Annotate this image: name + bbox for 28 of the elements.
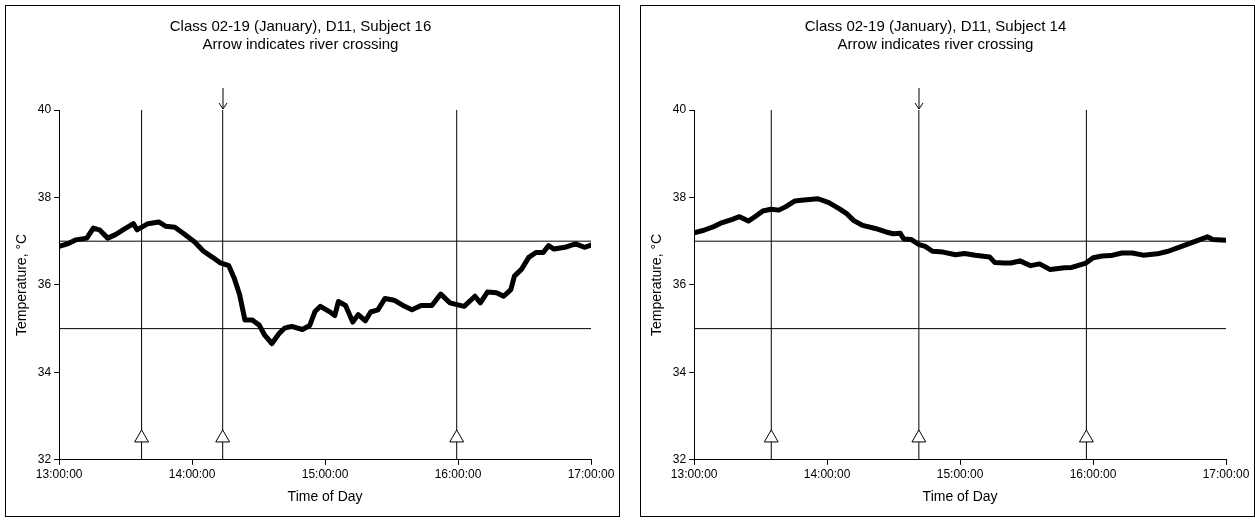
y-tick-label: 38 — [672, 189, 687, 204]
y-axis-title: Temperature, °C — [13, 233, 30, 336]
chart-subtitle: Arrow indicates river crossing — [837, 35, 1034, 53]
x-tick-label: 14:00:00 — [803, 467, 851, 482]
x-tick-label: 16:00:00 — [1069, 467, 1117, 482]
x-axis-title: Time of Day — [922, 488, 998, 505]
y-axis-title: Temperature, °C — [648, 233, 665, 336]
x-axis-title: Time of Day — [287, 488, 363, 505]
chart-title: Class 02-19 (January), D11, Subject 14 — [804, 17, 1067, 35]
y-tick-label: 32 — [672, 452, 687, 467]
x-tick-label: 17:00:00 — [567, 467, 615, 482]
y-tick-label: 36 — [37, 277, 52, 292]
x-tick-label: 15:00:00 — [936, 467, 984, 482]
chart-title: Class 02-19 (January), D11, Subject 16 — [169, 17, 432, 35]
y-tick-label: 36 — [672, 277, 687, 292]
x-tick-label: 14:00:00 — [168, 467, 216, 482]
x-tick-label: 13:00:00 — [670, 467, 718, 482]
x-tick-label: 17:00:00 — [1202, 467, 1250, 482]
y-tick-label: 34 — [37, 364, 52, 379]
chart-subtitle: Arrow indicates river crossing — [202, 35, 399, 53]
x-tick-label: 15:00:00 — [301, 467, 349, 482]
x-tick-label: 13:00:00 — [35, 467, 83, 482]
y-tick-label: 40 — [672, 102, 687, 117]
y-tick-label: 40 — [37, 102, 52, 117]
y-tick-label: 38 — [37, 189, 52, 204]
y-tick-label: 34 — [672, 364, 687, 379]
y-tick-label: 32 — [37, 452, 52, 467]
x-tick-label: 16:00:00 — [434, 467, 482, 482]
